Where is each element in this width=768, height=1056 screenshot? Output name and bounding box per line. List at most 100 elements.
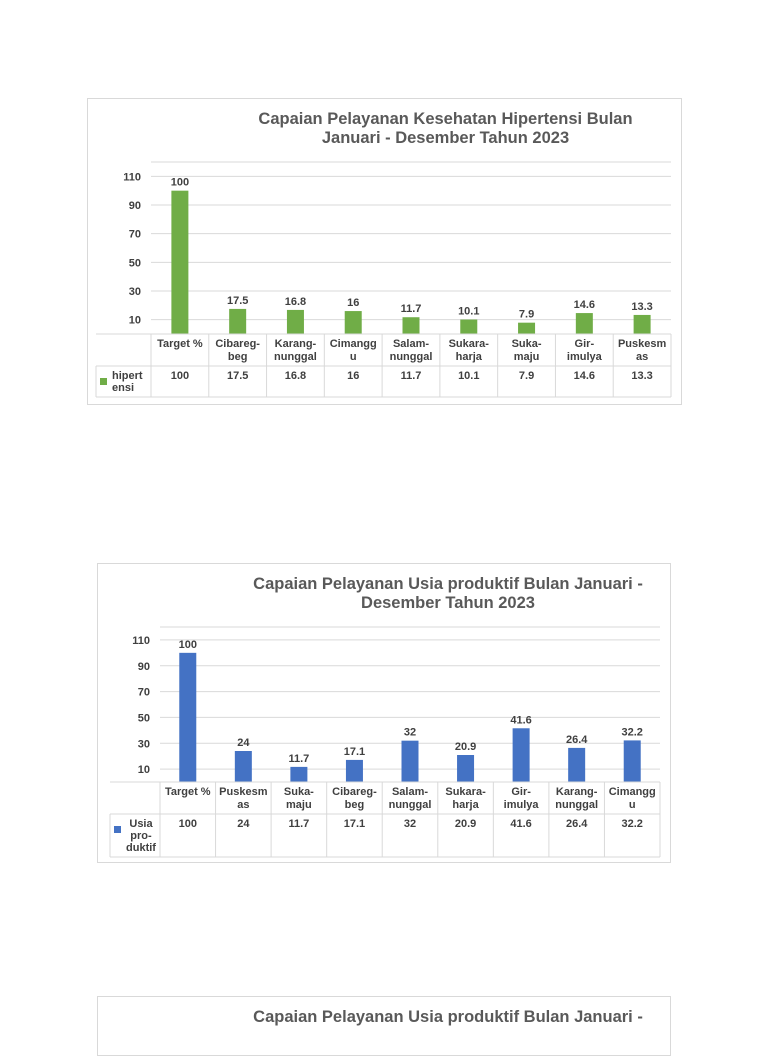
table-value: 16	[347, 370, 359, 382]
category-label: imulya	[504, 799, 540, 811]
category-label: u	[629, 799, 636, 811]
category-label: as	[636, 351, 648, 363]
category-label: Cibareg-	[332, 786, 377, 798]
bar	[457, 755, 475, 782]
bar	[401, 740, 419, 782]
category-label: Sukara-	[445, 786, 486, 798]
bar-chart-hipertensi: 10 30 50 70 90 110 100 17.5 16.8 16 11.7 10.1 7.9 14.…	[95, 161, 672, 398]
chart-panel-usia-produktif: Capaian Pelayanan Usia produktif Bulan J…	[97, 563, 671, 863]
chart-title: Capaian Pelayanan Kesehatan Hipertensi B…	[213, 110, 678, 148]
category-label: u	[350, 351, 357, 363]
data-label: 32.2	[622, 726, 643, 738]
bar	[179, 652, 197, 782]
bar	[290, 766, 308, 782]
chart-panel-hipertensi: Capaian Pelayanan Kesehatan Hipertensi B…	[87, 98, 682, 405]
category-label: Puskesm	[219, 786, 268, 798]
data-label: 16	[347, 297, 359, 309]
legend-key	[100, 378, 107, 385]
bar	[518, 322, 536, 334]
y-tick-label: 50	[138, 712, 150, 724]
category-label: Cimangg	[330, 338, 377, 350]
chart-panel-partial: Capaian Pelayanan Usia produktif Bulan J…	[97, 996, 671, 1056]
table-value: 100	[171, 370, 189, 382]
y-tick-label: 30	[138, 738, 150, 750]
legend-series-name: Usia	[129, 818, 153, 830]
table-value: 24	[237, 818, 250, 830]
table-value: 20.9	[455, 818, 476, 830]
data-label: 26.4	[566, 734, 588, 746]
category-label: Target %	[157, 338, 203, 350]
table-value: 41.6	[510, 818, 531, 830]
bar	[234, 751, 252, 782]
bar	[568, 747, 586, 782]
category-label: Karang-	[556, 786, 598, 798]
category-label: Sukara-	[449, 338, 490, 350]
category-label: beg	[345, 799, 365, 811]
data-label: 11.7	[401, 303, 422, 315]
category-label: Suka-	[284, 786, 314, 798]
chart-title-line-2: Desember Tahun 2023	[361, 594, 535, 612]
legend-series-name: hipert	[112, 370, 143, 382]
bar	[575, 313, 593, 334]
table-value: 17.1	[344, 818, 365, 830]
category-label: nunggal	[390, 351, 433, 363]
y-tick-label: 10	[129, 315, 141, 327]
bar	[286, 309, 304, 334]
category-label: Puskesm	[618, 338, 667, 350]
bar	[633, 314, 651, 334]
data-label: 17.1	[344, 746, 365, 758]
category-label: Gir-	[575, 338, 595, 350]
bar	[623, 740, 641, 782]
legend-key	[114, 826, 121, 833]
category-label: beg	[228, 351, 248, 363]
category-label: nunggal	[389, 799, 432, 811]
y-tick-label: 110	[123, 171, 141, 183]
category-label: maju	[286, 799, 312, 811]
category-label: Salam-	[393, 338, 429, 350]
data-label: 24	[237, 737, 250, 749]
data-label: 16.8	[285, 296, 306, 308]
data-label: 13.3	[631, 301, 652, 313]
bar	[344, 311, 362, 334]
bar	[171, 190, 189, 334]
data-label: 11.7	[288, 753, 309, 765]
data-label: 20.9	[455, 741, 476, 753]
category-label: harja	[452, 799, 479, 811]
data-label: 32	[404, 727, 416, 739]
legend-series-name: pro-	[130, 830, 152, 842]
y-tick-label: 110	[132, 635, 150, 647]
bar	[512, 728, 530, 782]
table-value: 26.4	[566, 818, 588, 830]
y-tick-label: 90	[138, 661, 150, 673]
table-value: 11.7	[288, 818, 309, 830]
data-label: 10.1	[458, 306, 479, 318]
table-value: 17.5	[227, 370, 248, 382]
category-label: nunggal	[274, 351, 317, 363]
legend-series-name: duktif	[126, 842, 156, 854]
table-value: 11.7	[401, 370, 422, 382]
table-value: 13.3	[631, 370, 652, 382]
data-label: 14.6	[574, 299, 595, 311]
category-label: Karang-	[275, 338, 317, 350]
legend-series-name: ensi	[112, 382, 134, 394]
category-label: Target %	[165, 786, 211, 798]
chart-title-line-2: Januari - Desember Tahun 2023	[321, 129, 570, 147]
data-label: 17.5	[227, 295, 248, 307]
category-label: Suka-	[512, 338, 542, 350]
category-label: imulya	[567, 351, 603, 363]
bar	[345, 759, 363, 782]
table-value: 14.6	[574, 370, 595, 382]
table-value: 32.2	[622, 818, 643, 830]
table-value: 16.8	[285, 370, 306, 382]
bar	[460, 319, 478, 334]
data-label: 7.9	[519, 309, 534, 321]
data-label: 100	[171, 177, 189, 189]
y-tick-label: 10	[138, 764, 150, 776]
table-value: 100	[179, 818, 197, 830]
chart-title-partial: Capaian Pelayanan Usia produktif Bulan J…	[213, 1008, 683, 1027]
chart-title-line-1: Capaian Pelayanan Kesehatan Hipertensi B…	[258, 110, 633, 128]
category-label: nunggal	[555, 799, 598, 811]
chart-title: Capaian Pelayanan Usia produktif Bulan J…	[213, 575, 683, 613]
data-label: 100	[179, 639, 197, 651]
category-label: Gir-	[511, 786, 531, 798]
